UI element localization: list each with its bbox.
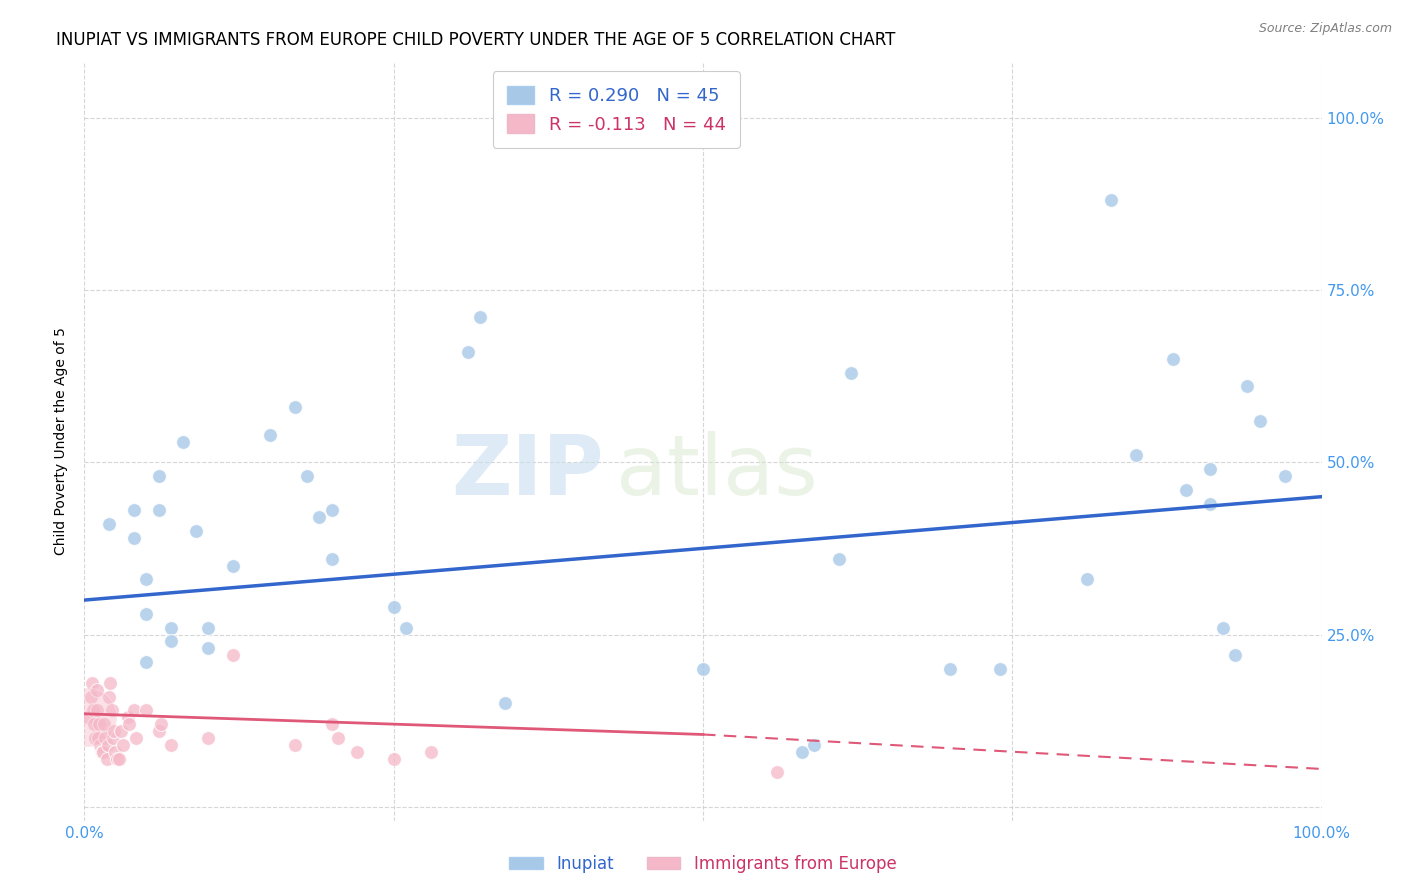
Point [939, 662, 962, 676]
Point [125, 731, 148, 745]
Y-axis label: Child Poverty Under the Age of 5: Child Poverty Under the Age of 5 [53, 327, 67, 556]
Point [148, 724, 170, 739]
Point [80, 675, 103, 690]
Point [118, 717, 141, 731]
Point [346, 745, 368, 759]
Point [150, 717, 173, 731]
Point [111, 738, 134, 752]
Point [122, 703, 145, 717]
Point [321, 551, 343, 566]
Point [1236, 379, 1258, 393]
Point [122, 503, 145, 517]
Point [100, 703, 122, 717]
Point [419, 745, 441, 759]
Point [160, 634, 183, 648]
Point [284, 400, 307, 414]
Point [457, 345, 479, 359]
Point [86, 703, 108, 717]
Point [1199, 497, 1222, 511]
Point [295, 469, 318, 483]
Text: INUPIAT VS IMMIGRANTS FROM EUROPE CHILD POVERTY UNDER THE AGE OF 5 CORRELATION C: INUPIAT VS IMMIGRANTS FROM EUROPE CHILD … [56, 31, 896, 49]
Point [135, 703, 157, 717]
Point [172, 434, 194, 449]
Point [117, 710, 139, 724]
Point [93, 717, 115, 731]
Point [105, 751, 128, 765]
Point [1099, 194, 1122, 208]
Point [284, 738, 307, 752]
Point [308, 510, 330, 524]
Point [326, 731, 349, 745]
Point [101, 731, 124, 745]
Point [1199, 462, 1222, 476]
Point [135, 655, 157, 669]
Point [84, 731, 107, 745]
Point [197, 731, 219, 745]
Point [988, 662, 1011, 676]
Point [76, 710, 98, 724]
Point [91, 745, 114, 759]
Point [103, 724, 125, 739]
Point [148, 469, 170, 483]
Point [259, 427, 281, 442]
Point [470, 310, 492, 325]
Point [98, 690, 121, 704]
Point [89, 717, 111, 731]
Point [160, 738, 183, 752]
Point [692, 662, 714, 676]
Point [87, 731, 110, 745]
Point [122, 531, 145, 545]
Point [1174, 483, 1197, 497]
Point [1274, 469, 1296, 483]
Point [766, 765, 789, 780]
Point [1212, 621, 1234, 635]
Point [97, 738, 120, 752]
Point [1161, 351, 1184, 366]
Point [108, 751, 131, 765]
Point [89, 738, 111, 752]
Point [828, 551, 851, 566]
Point [321, 717, 343, 731]
Point [98, 517, 121, 532]
Text: atlas: atlas [616, 432, 818, 512]
Point [135, 607, 157, 621]
Point [148, 503, 170, 517]
Point [76, 710, 98, 724]
Point [94, 731, 117, 745]
Point [395, 621, 418, 635]
Point [96, 751, 118, 765]
Point [382, 599, 405, 614]
Point [86, 682, 108, 697]
Point [110, 724, 132, 739]
Point [790, 745, 813, 759]
Point [803, 738, 825, 752]
Point [98, 675, 121, 690]
Point [1223, 648, 1246, 663]
Point [841, 366, 863, 380]
Point [160, 621, 183, 635]
Point [1249, 414, 1271, 428]
Point [184, 524, 207, 538]
Text: Source: ZipAtlas.com: Source: ZipAtlas.com [1258, 22, 1392, 36]
Point [90, 745, 112, 759]
Point [79, 690, 101, 704]
Point [222, 648, 245, 663]
Point [222, 558, 245, 573]
Legend: Inupiat, Immigrants from Europe: Inupiat, Immigrants from Europe [503, 848, 903, 880]
Point [1076, 573, 1098, 587]
Point [197, 621, 219, 635]
Point [197, 641, 219, 656]
Point [82, 703, 104, 717]
Legend: R = 0.290   N = 45, R = -0.113   N = 44: R = 0.290 N = 45, R = -0.113 N = 44 [492, 71, 740, 148]
Point [321, 503, 343, 517]
Point [494, 697, 516, 711]
Point [382, 751, 405, 765]
Point [1125, 448, 1147, 462]
Point [104, 745, 127, 759]
Text: ZIP: ZIP [451, 432, 605, 512]
Point [83, 717, 105, 731]
Point [135, 573, 157, 587]
